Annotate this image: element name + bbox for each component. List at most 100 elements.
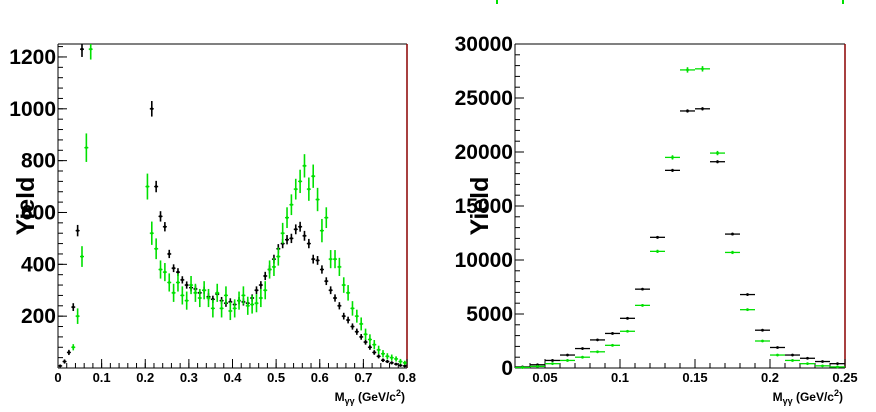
data-point xyxy=(394,362,399,366)
data-point xyxy=(62,359,67,364)
data-point xyxy=(149,101,154,117)
data-point xyxy=(635,287,650,291)
data-point xyxy=(71,303,76,311)
right-data-points xyxy=(515,66,845,369)
data-point xyxy=(350,301,355,316)
x-tick-label: 0.7 xyxy=(354,370,372,385)
data-point xyxy=(324,277,329,286)
data-point xyxy=(206,288,211,308)
data-point xyxy=(232,299,237,318)
left-y-tick-labels: 200 400 600 800 1000 1200 xyxy=(9,46,56,328)
data-point xyxy=(359,334,364,340)
data-point xyxy=(605,343,620,347)
y-tick-label: 20000 xyxy=(455,141,513,164)
data-point xyxy=(245,296,250,315)
data-point xyxy=(341,312,346,320)
data-point xyxy=(665,155,680,160)
y-tick-label: 25000 xyxy=(455,87,513,110)
data-point xyxy=(815,360,830,363)
data-point xyxy=(210,299,215,318)
right-x-axis-label: Mγγ (GeV/c2) xyxy=(773,388,843,406)
data-point xyxy=(695,66,710,72)
data-point xyxy=(154,238,159,260)
data-point xyxy=(545,359,560,362)
y-tick-label: 15000 xyxy=(455,195,513,218)
x-tick-label: 0.8 xyxy=(398,370,416,385)
y-tick-label: 600 xyxy=(21,201,56,224)
data-point xyxy=(770,353,785,357)
data-point xyxy=(289,194,294,216)
data-point xyxy=(337,257,342,276)
data-point xyxy=(84,133,89,162)
data-point xyxy=(75,224,80,237)
data-point xyxy=(315,256,320,265)
x-tick-label: 0.25 xyxy=(832,370,857,385)
data-point xyxy=(241,286,246,305)
right-y-axis-label: Yield xyxy=(466,177,494,236)
data-point xyxy=(258,288,263,308)
data-point xyxy=(71,344,76,351)
series-1 xyxy=(71,44,407,365)
data-point xyxy=(263,271,268,281)
data-point xyxy=(830,365,845,369)
data-point xyxy=(250,295,255,314)
data-point xyxy=(171,283,176,302)
data-point xyxy=(289,233,294,244)
left-x-tick-labels: 0 0.1 0.2 0.3 0.4 0.5 0.6 0.7 0.8 xyxy=(54,370,416,385)
data-point xyxy=(315,187,320,212)
data-point xyxy=(680,109,695,113)
data-point xyxy=(515,366,530,369)
right-x-tick-labels: 0.05 0.1 0.15 0.2 0.25 xyxy=(532,370,857,385)
data-point xyxy=(725,250,740,255)
data-point xyxy=(372,350,377,355)
x-tick-label: 0.4 xyxy=(223,370,242,385)
data-point xyxy=(319,218,324,243)
y-tick-label: 30000 xyxy=(455,33,513,56)
data-point xyxy=(228,301,233,321)
data-point xyxy=(180,286,185,305)
data-point xyxy=(367,334,372,345)
data-point xyxy=(285,235,290,245)
data-point xyxy=(162,263,167,282)
data-point xyxy=(184,291,189,310)
data-point xyxy=(319,265,324,274)
x-tick-label: 0.2 xyxy=(761,370,779,385)
data-point xyxy=(311,164,316,188)
x-tick-label: 0 xyxy=(54,370,61,385)
data-point xyxy=(167,249,172,259)
data-point xyxy=(800,362,815,366)
data-point xyxy=(710,160,725,164)
data-point xyxy=(376,354,381,359)
data-point xyxy=(785,359,800,362)
data-point xyxy=(328,286,333,295)
data-point xyxy=(180,276,185,284)
left-chart: 200 400 600 800 1000 1200 0 0.1 0.2 0.3 0.4 0.5 0.6… xyxy=(9,43,416,406)
data-point xyxy=(324,207,329,229)
data-point xyxy=(285,207,290,229)
left-axis-ticks xyxy=(57,46,408,369)
left-chart-frame xyxy=(57,43,408,369)
x-tick-label: 0.6 xyxy=(311,370,329,385)
data-point xyxy=(337,302,342,310)
data-point xyxy=(545,362,560,366)
data-point xyxy=(755,328,770,332)
data-point xyxy=(302,230,307,241)
y-tick-label: 200 xyxy=(21,305,56,328)
data-point xyxy=(223,286,228,305)
data-point xyxy=(254,294,259,313)
data-point xyxy=(402,360,407,365)
right-y-tick-labels: 0 5000 10000 15000 20000 25000 30000 xyxy=(455,33,513,380)
data-point xyxy=(79,246,84,267)
data-point xyxy=(280,222,285,244)
data-point xyxy=(167,273,172,292)
series-1 xyxy=(515,66,845,369)
data-point xyxy=(258,281,263,289)
data-point xyxy=(359,317,364,331)
data-point xyxy=(398,364,403,367)
data-point xyxy=(394,356,399,362)
data-point xyxy=(346,316,351,324)
x-tick-label: 0.15 xyxy=(682,370,707,385)
data-point xyxy=(354,309,359,323)
